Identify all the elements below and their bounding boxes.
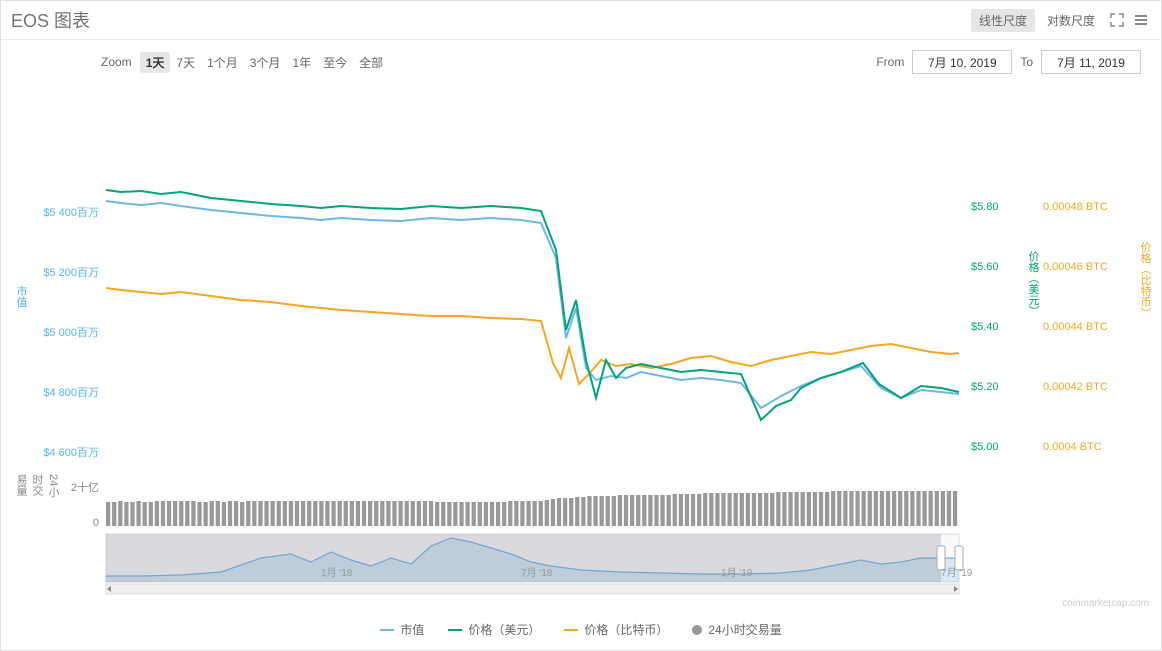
legend-item[interactable]: 价格（比特币）: [564, 621, 668, 638]
svg-text:$5.40: $5.40: [971, 321, 999, 333]
svg-text:$5 400百万: $5 400百万: [43, 207, 99, 219]
svg-text:0.00046 BTC: 0.00046 BTC: [1043, 261, 1108, 273]
y-axis-label-price-btc: 价格（比特币）: [1137, 241, 1153, 318]
svg-text:$5.00: $5.00: [971, 441, 999, 453]
svg-text:7月 '18: 7月 '18: [521, 567, 553, 579]
chart-header: EOS 图表 线性尺度 对数尺度: [1, 1, 1161, 40]
attribution-text: coinmarketcap.com: [1, 596, 1161, 613]
fullscreen-icon[interactable]: [1107, 10, 1127, 30]
zoom-button-1[interactable]: 7天: [170, 52, 201, 73]
legend-item[interactable]: 市值: [380, 621, 424, 638]
zoom-button-3[interactable]: 3个月: [244, 52, 287, 73]
legend-label: 市值: [400, 621, 424, 638]
svg-text:1月 '18: 1月 '18: [321, 567, 353, 579]
zoom-button-2[interactable]: 1个月: [201, 52, 244, 73]
legend-label: 价格（美元）: [468, 621, 540, 638]
y-axis-label-marketcap: 市值: [13, 285, 29, 307]
svg-text:0: 0: [93, 517, 99, 528]
svg-text:7月 '19: 7月 '19: [941, 567, 973, 579]
svg-text:$5.60: $5.60: [971, 261, 999, 273]
to-date-input[interactable]: [1041, 50, 1141, 74]
svg-text:2十亿: 2十亿: [71, 480, 99, 494]
log-scale-button[interactable]: 对数尺度: [1039, 9, 1103, 32]
chart-container: EOS 图表 线性尺度 对数尺度 Zoom 1天7天1个月3个月1年至今全部 F…: [0, 0, 1162, 651]
zoom-controls: Zoom 1天7天1个月3个月1年至今全部: [101, 52, 389, 73]
legend-swatch: [448, 629, 462, 631]
svg-text:$4 600百万: $4 600百万: [43, 447, 99, 459]
legend-item[interactable]: 价格（美元）: [448, 621, 540, 638]
legend-swatch: [692, 625, 702, 635]
legend-swatch: [380, 629, 394, 631]
svg-text:$5 000百万: $5 000百万: [43, 327, 99, 339]
chart-toolbar: Zoom 1天7天1个月3个月1年至今全部 From To: [1, 40, 1161, 78]
linear-scale-button[interactable]: 线性尺度: [971, 9, 1035, 32]
menu-icon[interactable]: [1131, 10, 1151, 30]
svg-text:$4 800百万: $4 800百万: [43, 387, 99, 399]
navigator-chart[interactable]: 1月 '18 7月 '18 1月 '19 7月 '19: [1, 528, 1161, 596]
to-label: To: [1020, 55, 1033, 69]
from-label: From: [876, 55, 904, 69]
svg-text:0.00048 BTC: 0.00048 BTC: [1043, 201, 1108, 213]
header-controls: 线性尺度 对数尺度: [971, 9, 1151, 32]
svg-text:0.00042 BTC: 0.00042 BTC: [1043, 381, 1108, 393]
legend-swatch: [564, 629, 578, 631]
svg-text:$5.20: $5.20: [971, 381, 999, 393]
svg-text:1月 '19: 1月 '19: [721, 567, 753, 579]
zoom-label: Zoom: [101, 55, 132, 69]
zoom-button-0[interactable]: 1天: [140, 52, 171, 73]
svg-text:0.0004 BTC: 0.0004 BTC: [1043, 441, 1102, 453]
zoom-button-4[interactable]: 1年: [286, 52, 317, 73]
legend-label: 24小时交易量: [708, 621, 781, 638]
svg-text:$5.80: $5.80: [971, 201, 999, 213]
chart-title: EOS 图表: [11, 7, 90, 33]
svg-text:$5 200百万: $5 200百万: [43, 267, 99, 279]
legend-item[interactable]: 24小时交易量: [692, 621, 781, 638]
legend: 市值 价格（美元） 价格（比特币） 24小时交易量: [1, 613, 1161, 650]
y-axis-label-volume: 24小时交易量: [13, 474, 61, 504]
zoom-button-5[interactable]: 至今: [317, 52, 353, 73]
main-chart: $5 400百万 $5 200百万 $5 000百万 $4 800百万 $4 600百万…: [1, 78, 1161, 528]
zoom-button-6[interactable]: 全部: [353, 52, 389, 73]
date-range-controls: From To: [876, 50, 1141, 74]
y-axis-label-price-usd: 价格（美元）: [1025, 250, 1041, 316]
svg-text:0.00044 BTC: 0.00044 BTC: [1043, 321, 1108, 333]
from-date-input[interactable]: [912, 50, 1012, 74]
legend-label: 价格（比特币）: [584, 621, 668, 638]
